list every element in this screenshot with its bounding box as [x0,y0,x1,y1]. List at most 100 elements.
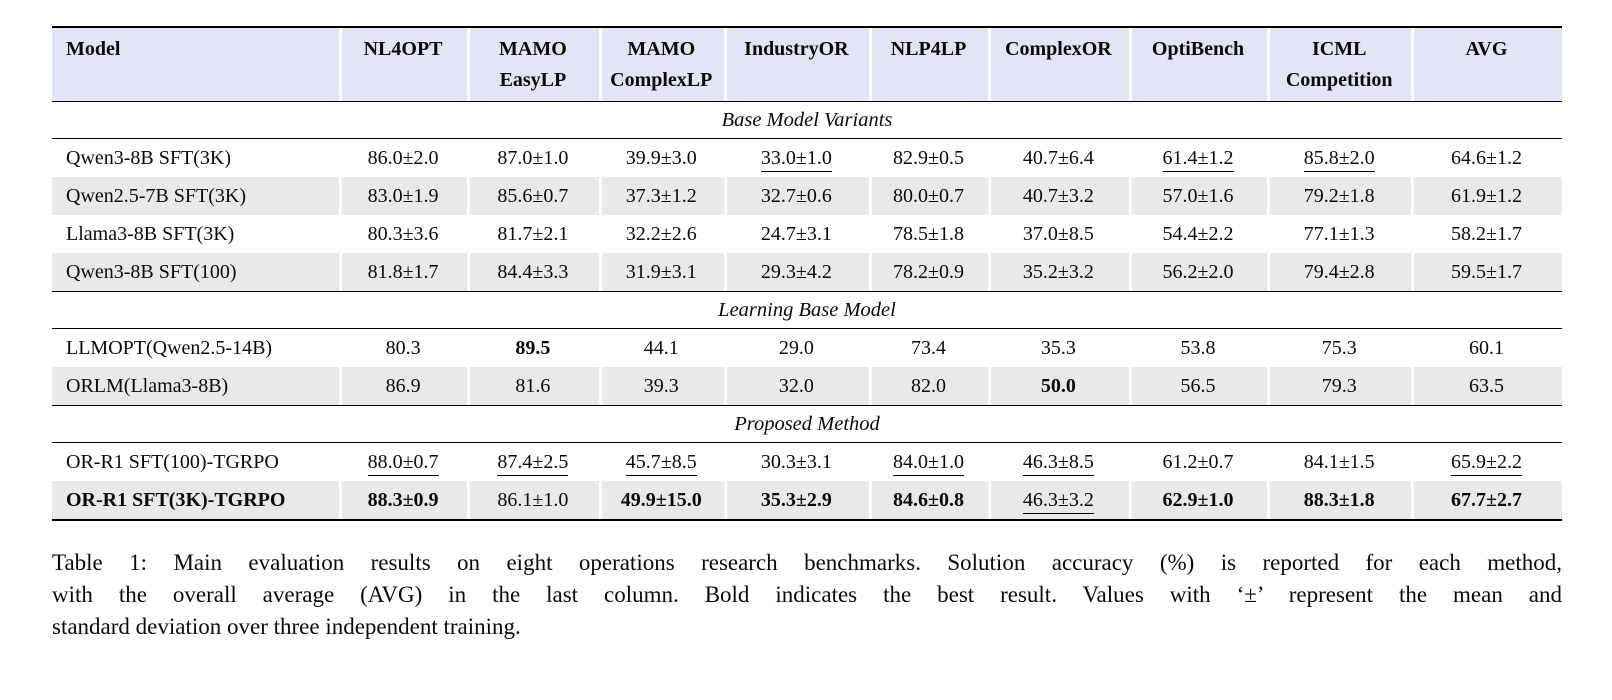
value-cell: 61.4±1.2 [1129,139,1268,177]
value-cell: 84.1±1.5 [1267,443,1410,481]
value-text: 59.5±1.7 [1450,261,1522,283]
value-cell: 81.6 [467,367,599,405]
table-row-or-r1-sft-100-tgrpo: OR-R1 SFT(100)-TGRPO 88.0±0.7 87.4±2.5 45.7… [52,443,1562,481]
value-text: 73.4 [911,337,947,359]
value-cell: 82.9±0.5 [869,139,988,177]
value-text: 88.3±0.9 [367,489,439,511]
value-cell: 37.0±8.5 [988,215,1128,253]
caption-line: Table 1: Main evaluation results on eigh… [52,550,1562,575]
value-text: 75.3 [1321,337,1357,359]
col-header-line1: Model [66,38,121,60]
value-text: 46.3±3.2 [1022,489,1094,514]
value-text: 63.5 [1468,375,1504,397]
value-cell: 39.3 [598,367,724,405]
value-cell: 65.9±2.2 [1411,443,1562,481]
value-text: 61.9±1.2 [1450,185,1522,207]
value-text: 45.7±8.5 [625,451,697,476]
value-text: 79.3 [1321,375,1357,397]
value-text: 57.0±1.6 [1162,185,1234,207]
col-header-industryor: IndustryOR [723,28,869,101]
value-text: 24.7±3.1 [760,223,832,245]
value-cell: 81.8±1.7 [338,253,468,291]
value-text: 80.3±3.6 [367,223,439,245]
value-text: 85.8±2.0 [1303,147,1375,172]
col-header-line1: MAMO [627,38,696,60]
value-cell: 64.6±1.2 [1411,139,1562,177]
col-header-line1: NL4OPT [363,38,443,60]
value-cell: 85.6±0.7 [467,177,599,215]
value-cell: 87.4±2.5 [467,443,598,481]
model-name-cell: LLMOPT(Qwen2.5-14B) [66,337,273,359]
value-cell: 32.2±2.6 [599,215,724,253]
col-header-optibench: OptiBench [1128,28,1268,101]
horizontal-rule [52,442,1562,443]
value-cell: 35.3 [988,329,1128,367]
section-header-proposed-method: Proposed Method [52,406,1562,442]
value-cell: 86.0±2.0 [339,139,467,177]
value-text: 78.2±0.9 [893,261,964,283]
value-cell: 67.7±2.7 [1410,481,1562,519]
value-text: 53.8 [1180,337,1216,359]
col-header-complexor: ComplexOR [988,28,1129,101]
col-header-line1: ComplexOR [1005,38,1112,60]
value-text: 89.5 [515,337,551,359]
value-cell: 89.5 [467,329,598,367]
section-title: Proposed Method [52,406,1562,442]
col-header-icml-competition: ICML Competition [1267,28,1411,101]
value-cell: 44.1 [599,329,724,367]
value-cell: 33.0±1.0 [724,139,869,177]
value-text: 79.4±2.8 [1303,261,1375,283]
table-row-qwen3-8b-sft-100: Qwen3-8B SFT(100) 81.8±1.7 84.4±3.3 31.9±3.… [52,253,1562,291]
value-text: 85.6±0.7 [497,185,569,207]
value-cell: 84.0±1.0 [869,443,988,481]
col-header-model: Model [52,28,339,101]
value-cell: 56.2±2.0 [1128,253,1268,291]
value-cell: 73.4 [869,329,988,367]
table-row-qwen2-5-7b-sft-3k: Qwen2.5-7B SFT(3K) 83.0±1.9 85.6±0.7 37.3±1… [52,177,1562,215]
value-cell: 88.3±0.9 [338,481,468,519]
col-header-line2: Competition [1285,69,1393,91]
value-text: 88.3±1.8 [1303,489,1375,511]
results-table: Model NL4OPT MAMO EasyLP MAMO ComplexLP Indust… [52,26,1562,521]
value-cell: 84.4±3.3 [467,253,599,291]
value-text: 78.5±1.8 [893,223,964,245]
col-header-line1: OptiBench [1151,38,1245,60]
value-cell: 80.3±3.6 [339,215,467,253]
value-text: 37.0±8.5 [1022,223,1094,245]
value-cell: 60.1 [1411,329,1562,367]
col-header-mamo-easylp: MAMO EasyLP [467,28,599,101]
value-cell: 24.7±3.1 [724,215,869,253]
col-header-line1: NLP4LP [890,38,967,60]
value-cell: 37.3±1.2 [598,177,724,215]
col-header-line1: ICML [1311,38,1367,60]
value-cell: 75.3 [1267,329,1410,367]
value-text: 65.9±2.2 [1450,451,1522,476]
value-cell: 79.3 [1267,367,1411,405]
model-name-cell: Qwen2.5-7B SFT(3K) [52,177,339,215]
model-name-cell: Qwen3-8B SFT(3K) [66,147,231,169]
value-text: 29.0 [778,337,814,359]
value-cell: 86.1±1.0 [467,481,599,519]
value-cell: 35.3±2.9 [723,481,869,519]
value-cell: 56.5 [1128,367,1268,405]
value-text: 84.1±1.5 [1303,451,1375,473]
value-cell: 40.7±6.4 [988,139,1128,177]
col-header-line2: EasyLP [499,69,567,91]
value-text: 39.9±3.0 [625,147,697,169]
value-text: 56.5 [1180,375,1216,397]
value-cell: 46.3±3.2 [988,481,1129,519]
horizontal-rule-line [52,101,1562,102]
value-text: 56.2±2.0 [1162,261,1234,283]
value-text: 88.0±0.7 [367,451,439,476]
section-title: Learning Base Model [52,292,1562,328]
value-text: 35.3±2.9 [760,489,832,511]
table-row-qwen3-8b-sft-3k: Qwen3-8B SFT(3K) 86.0±2.0 87.0±1.0 39.9±3.0… [52,139,1562,177]
value-text: 81.8±1.7 [367,261,439,283]
value-text: 44.1 [643,337,679,359]
value-text: 32.0 [778,375,814,397]
value-cell: 53.8 [1129,329,1268,367]
value-cell: 78.5±1.8 [869,215,988,253]
value-cell: 79.2±1.8 [1267,177,1411,215]
value-cell: 84.6±0.8 [868,481,989,519]
horizontal-rule-line [52,291,1562,292]
